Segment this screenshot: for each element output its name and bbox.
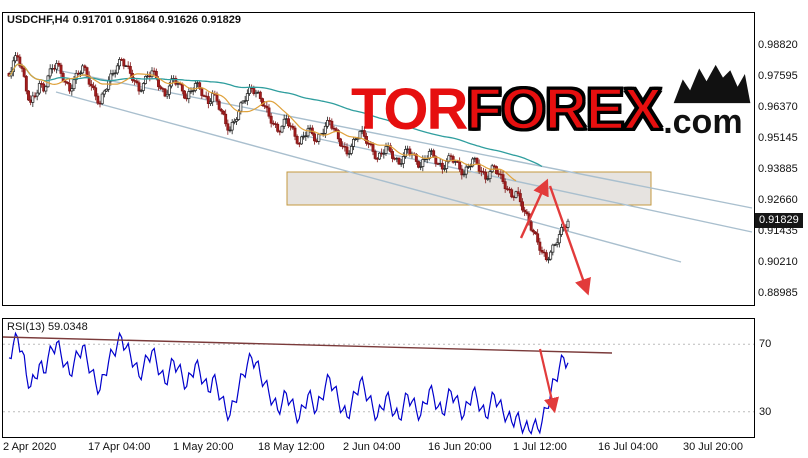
price-axis-label: 0.95145 xyxy=(758,131,798,144)
rsi-axis-label: 70 xyxy=(759,338,772,351)
time-axis-label: 2 Jun 04:00 xyxy=(343,441,401,453)
chart-title: USDCHF,H4 0.91701 0.91864 0.91626 0.91829 xyxy=(7,14,245,26)
rsi-panel[interactable]: RSI(13) 59.0348 xyxy=(2,318,755,438)
price-axis-label: 0.96370 xyxy=(758,100,798,113)
symbol-label: USDCHF,H4 xyxy=(7,14,69,26)
price-axis-label: 0.92660 xyxy=(758,194,798,207)
current-price-tag: 0.91829 xyxy=(755,213,803,229)
ohlc-values: 0.91701 0.91864 0.91626 0.91829 xyxy=(72,14,241,26)
rsi-chart-canvas[interactable] xyxy=(3,319,754,437)
price-axis-label: 0.98820 xyxy=(758,39,798,52)
rsi-axis-label: 30 xyxy=(759,405,772,418)
rsi-indicator-label: RSI(13) 59.0348 xyxy=(7,321,88,333)
price-axis-label: 0.93885 xyxy=(758,163,798,176)
time-axis-label: 16 Jun 20:00 xyxy=(428,441,492,453)
time-axis-label: 16 Jul 04:00 xyxy=(598,441,658,453)
price-axis-label: 0.90210 xyxy=(758,255,798,268)
time-axis-label: 18 May 12:00 xyxy=(258,441,325,453)
time-axis-label: 30 Jul 20:00 xyxy=(683,441,743,453)
price-axis-label: 0.97595 xyxy=(758,70,798,83)
time-axis-label: 2 Apr 2020 xyxy=(3,441,57,453)
time-axis-label: 1 May 20:00 xyxy=(173,441,234,453)
price-axis-label: 0.88985 xyxy=(758,286,798,299)
main-chart-panel[interactable]: USDCHF,H4 0.91701 0.91864 0.91626 0.91829… xyxy=(2,12,755,306)
time-axis-label: 1 Jul 12:00 xyxy=(513,441,567,453)
main-chart-canvas[interactable] xyxy=(3,13,754,305)
time-axis-label: 17 Apr 04:00 xyxy=(88,441,151,453)
